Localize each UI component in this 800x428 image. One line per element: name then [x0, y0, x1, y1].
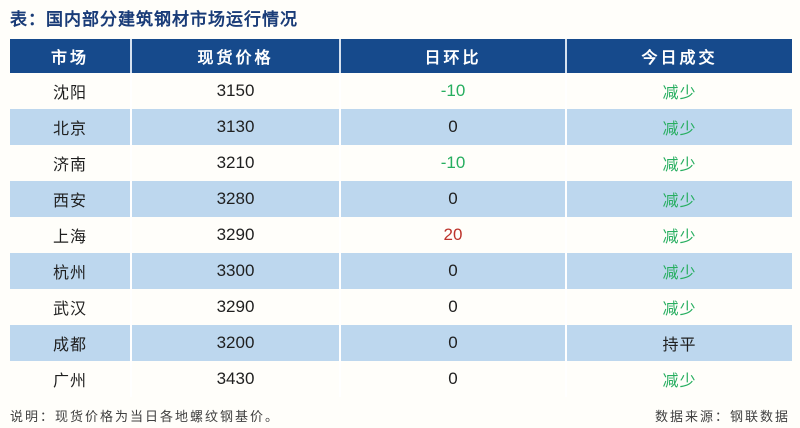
table-row: 广州 3430 0 减少: [10, 361, 792, 397]
cell-deal: 减少: [662, 85, 697, 102]
cell-market: 武汉: [10, 289, 132, 325]
cell-deal: 减少: [662, 193, 697, 210]
cell-dod: -10: [341, 73, 567, 109]
cell-price: 3280: [132, 181, 341, 217]
cell-deal: 减少: [662, 157, 697, 174]
cell-dod: -10: [341, 145, 567, 181]
table-header-row: 市场 现货价格 日环比 今日成交: [10, 39, 792, 73]
table-row: 杭州 3300 0 减少: [10, 253, 792, 289]
cell-price: 3290: [132, 289, 341, 325]
cell-dod: 0: [341, 289, 567, 325]
cell-price: 3200: [132, 325, 341, 361]
cell-deal: 减少: [662, 229, 697, 246]
cell-dod: 20: [341, 217, 567, 253]
cell-price: 3150: [132, 73, 341, 109]
cell-market: 北京: [10, 109, 132, 145]
cell-deal: 持平: [662, 337, 697, 354]
column-header-market: 市场: [10, 39, 132, 73]
cell-dod: 0: [341, 325, 567, 361]
cell-market: 济南: [10, 145, 132, 181]
cell-deal: 减少: [662, 121, 697, 138]
cell-market: 沈阳: [10, 73, 132, 109]
cell-deal: 减少: [662, 301, 697, 318]
table-body: 沈阳 3150 -10 减少 北京 3130 0 减少 济南 3210 -10 …: [10, 73, 792, 397]
cell-dod: 0: [341, 361, 567, 397]
cell-price: 3290: [132, 217, 341, 253]
table-row: 济南 3210 -10 减少: [10, 145, 792, 181]
table-title: 表：国内部分建筑钢材市场运行情况: [10, 10, 298, 29]
table-row: 西安 3280 0 减少: [10, 181, 792, 217]
data-source: 数据来源：钢联数据: [654, 409, 790, 424]
column-header-today-deals: 今日成交: [641, 50, 718, 67]
cell-deal: 减少: [662, 265, 697, 282]
cell-dod: 0: [341, 253, 567, 289]
cell-deal: 减少: [662, 373, 697, 390]
cell-price: 3130: [132, 109, 341, 145]
cell-dod: 0: [341, 181, 567, 217]
table-row: 武汉 3290 0 减少: [10, 289, 792, 325]
table-footer: 说明：现货价格为当日各地螺纹钢基价。 数据来源：钢联数据: [10, 406, 790, 425]
cell-price: 3430: [132, 361, 341, 397]
cell-market: 广州: [10, 361, 132, 397]
table-row: 成都 3200 0 持平: [10, 325, 792, 361]
steel-market-table: 市场 现货价格 日环比 今日成交 沈阳 3150 -10 减少 北京 3130 …: [10, 39, 792, 397]
cell-market: 成都: [10, 325, 132, 361]
column-header-day-over-day: 日环比: [341, 39, 567, 73]
report-page: 表：国内部分建筑钢材市场运行情况 市场 现货价格 日环比 今日成交 沈阳 315…: [0, 5, 800, 428]
column-header-spot-price: 现货价格: [132, 39, 341, 73]
cell-price: 3300: [132, 253, 341, 289]
footnote: 说明：现货价格为当日各地螺纹钢基价。: [10, 409, 281, 424]
cell-market: 杭州: [10, 253, 132, 289]
cell-market: 上海: [10, 217, 132, 253]
cell-price: 3210: [132, 145, 341, 181]
table-row: 北京 3130 0 减少: [10, 109, 792, 145]
cell-dod: 0: [341, 109, 567, 145]
table-row: 沈阳 3150 -10 减少: [10, 73, 792, 109]
table-row: 上海 3290 20 减少: [10, 217, 792, 253]
cell-market: 西安: [10, 181, 132, 217]
